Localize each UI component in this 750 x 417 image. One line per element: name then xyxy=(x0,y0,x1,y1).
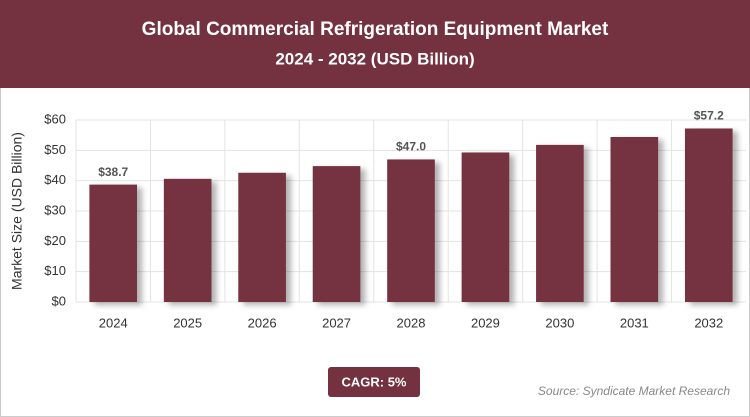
bar xyxy=(610,136,659,302)
y-tick-label: $50 xyxy=(44,142,66,157)
chart-title: Global Commercial Refrigeration Equipmen… xyxy=(142,19,609,40)
x-tick-label: 2030 xyxy=(545,315,574,330)
bar xyxy=(163,178,212,302)
bar xyxy=(387,159,435,302)
x-tick-label: 2031 xyxy=(620,315,649,330)
bar xyxy=(238,172,286,302)
cagr-box xyxy=(328,367,420,397)
x-tick-label: 2032 xyxy=(694,315,723,330)
y-tick-label: $40 xyxy=(44,172,66,187)
y-tick-label: $10 xyxy=(44,263,66,278)
x-tick-label: 2025 xyxy=(173,315,202,330)
x-tick-label: 2027 xyxy=(322,315,351,330)
bar xyxy=(312,166,361,302)
bar xyxy=(536,144,584,302)
value-label: $38.7 xyxy=(98,165,128,179)
x-tick-label: 2024 xyxy=(99,315,128,330)
bar xyxy=(684,128,733,302)
y-tick-label: $0 xyxy=(52,293,66,308)
x-tick-label: 2026 xyxy=(248,315,277,330)
value-label: $57.2 xyxy=(694,109,724,123)
y-tick-label: $60 xyxy=(44,111,66,126)
y-tick-label: $30 xyxy=(44,202,66,217)
value-label: $47.0 xyxy=(396,140,426,154)
chart-subtitle: 2024 - 2032 (USD Billion) xyxy=(275,49,474,68)
x-tick-label: 2028 xyxy=(397,315,426,330)
header xyxy=(0,0,750,88)
cagr: CAGR: 5% xyxy=(341,374,406,389)
x-tick-label: 2029 xyxy=(471,315,500,330)
source: Source: Syndicate Market Research xyxy=(538,384,730,398)
bar xyxy=(461,152,510,302)
bar xyxy=(89,184,138,302)
y-tick-label: $20 xyxy=(44,233,66,248)
y-axis-label: Market Size (USD Billion) xyxy=(9,132,25,290)
